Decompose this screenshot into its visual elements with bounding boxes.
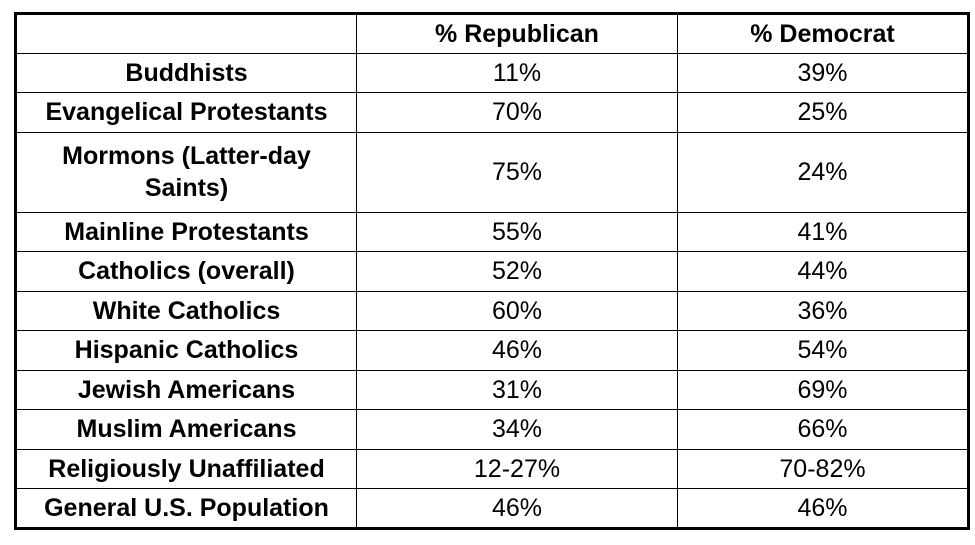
republican-value: 55% bbox=[356, 211, 678, 253]
header-democrat: % Democrat bbox=[677, 13, 969, 54]
table-row: Buddhists 11% 39% bbox=[15, 52, 969, 94]
row-label: Muslim Americans bbox=[15, 409, 357, 450]
table-row: Evangelical Protestants 70% 25% bbox=[15, 92, 969, 133]
header-corner-cell bbox=[15, 13, 357, 54]
affiliation-table: % Republican % Democrat Buddhists 11% 39… bbox=[14, 12, 970, 530]
democrat-value: 36% bbox=[677, 290, 969, 332]
democrat-value: 54% bbox=[677, 330, 969, 371]
republican-value: 60% bbox=[356, 290, 678, 332]
democrat-value: 39% bbox=[677, 52, 969, 94]
row-label: Hispanic Catholics bbox=[15, 330, 357, 371]
republican-value: 34% bbox=[356, 409, 678, 450]
table-row: White Catholics 60% 36% bbox=[15, 290, 969, 332]
header-row: % Republican % Democrat bbox=[15, 13, 969, 54]
table-row: General U.S. Population 46% 46% bbox=[15, 488, 969, 529]
democrat-value: 44% bbox=[677, 251, 969, 292]
republican-value: 52% bbox=[356, 251, 678, 292]
democrat-value: 41% bbox=[677, 211, 969, 253]
table-row: Hispanic Catholics 46% 54% bbox=[15, 330, 969, 371]
republican-value: 70% bbox=[356, 92, 678, 133]
row-label: Mainline Protestants bbox=[15, 211, 357, 253]
row-label: Buddhists bbox=[15, 52, 357, 94]
republican-value: 31% bbox=[356, 369, 678, 411]
header-republican: % Republican bbox=[356, 13, 678, 54]
table-row: Mormons (Latter-day Saints) 75% 24% bbox=[15, 131, 969, 213]
table-row: Catholics (overall) 52% 44% bbox=[15, 251, 969, 292]
table-row: Muslim Americans 34% 66% bbox=[15, 409, 969, 450]
row-label: Jewish Americans bbox=[15, 369, 357, 411]
democrat-value: 25% bbox=[677, 92, 969, 133]
row-label: Mormons (Latter-day Saints) bbox=[15, 131, 357, 213]
row-label: Evangelical Protestants bbox=[15, 92, 357, 133]
democrat-value: 46% bbox=[677, 488, 969, 529]
row-label: Religiously Unaffiliated bbox=[15, 448, 357, 490]
table-row: Mainline Protestants 55% 41% bbox=[15, 211, 969, 253]
row-label: Catholics (overall) bbox=[15, 251, 357, 292]
republican-value: 75% bbox=[356, 131, 678, 213]
republican-value: 46% bbox=[356, 330, 678, 371]
republican-value: 46% bbox=[356, 488, 678, 529]
affiliation-table-container: % Republican % Democrat Buddhists 11% 39… bbox=[14, 12, 970, 530]
table-row: Religiously Unaffiliated 12-27% 70-82% bbox=[15, 448, 969, 490]
democrat-value: 69% bbox=[677, 369, 969, 411]
republican-value: 11% bbox=[356, 52, 678, 94]
row-label: General U.S. Population bbox=[15, 488, 357, 529]
democrat-value: 70-82% bbox=[677, 448, 969, 490]
democrat-value: 24% bbox=[677, 131, 969, 213]
democrat-value: 66% bbox=[677, 409, 969, 450]
row-label: White Catholics bbox=[15, 290, 357, 332]
republican-value: 12-27% bbox=[356, 448, 678, 490]
table-row: Jewish Americans 31% 69% bbox=[15, 369, 969, 411]
